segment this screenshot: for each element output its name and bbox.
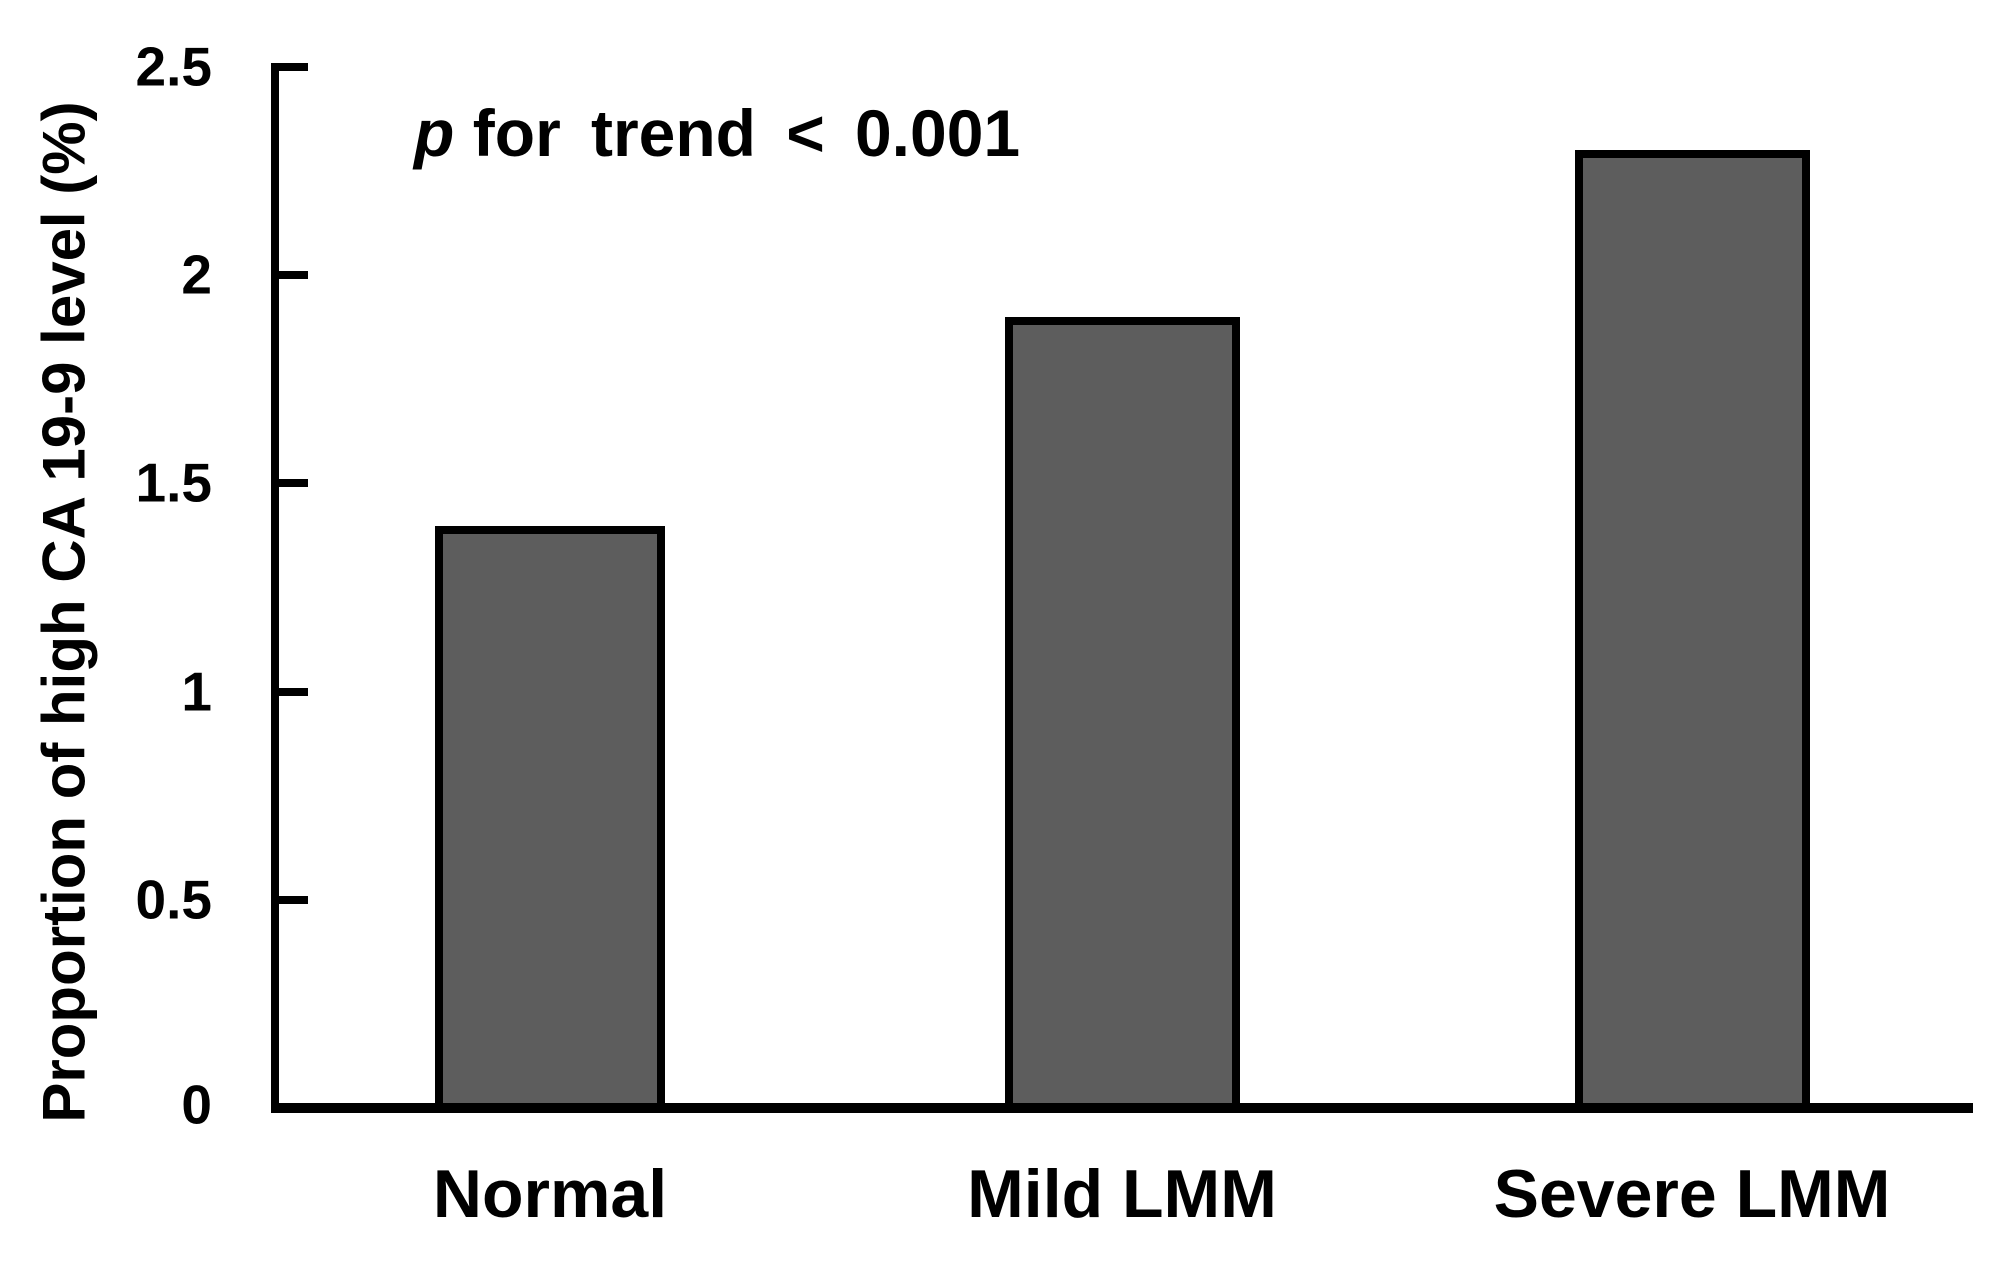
x-axis-line bbox=[271, 1103, 1973, 1113]
y-tick-label-0: 0 bbox=[181, 1073, 212, 1136]
y-axis-tick-2-5 bbox=[275, 63, 308, 71]
y-axis-tick-2 bbox=[275, 271, 308, 279]
y-tick-label-1-5: 1.5 bbox=[135, 451, 212, 514]
x-category-label-normal: Normal bbox=[432, 1156, 668, 1232]
x-category-label-mild-lmm: Mild LMM bbox=[967, 1156, 1277, 1232]
y-tick-label-0-5: 0.5 bbox=[135, 868, 212, 931]
p-symbol: p bbox=[414, 96, 455, 170]
bar-normal bbox=[435, 526, 665, 1112]
p-trend-text: for trend < 0.001 bbox=[472, 96, 1021, 170]
bar-mild-lmm bbox=[1005, 317, 1240, 1112]
y-axis-tick-1-5 bbox=[275, 479, 308, 487]
bar-severe-lmm bbox=[1575, 150, 1810, 1112]
y-axis-tick-0-5 bbox=[275, 896, 308, 904]
y-tick-label-2-5: 2.5 bbox=[135, 35, 212, 98]
p-trend-annotation: p for trend < 0.001 bbox=[414, 100, 1020, 166]
y-axis-tick-1 bbox=[275, 688, 308, 696]
y-axis-line bbox=[271, 63, 279, 1112]
x-category-label-severe-lmm: Severe LMM bbox=[1493, 1156, 1891, 1232]
y-tick-label-1: 1 bbox=[181, 660, 212, 723]
y-tick-label-2: 2 bbox=[181, 243, 212, 306]
